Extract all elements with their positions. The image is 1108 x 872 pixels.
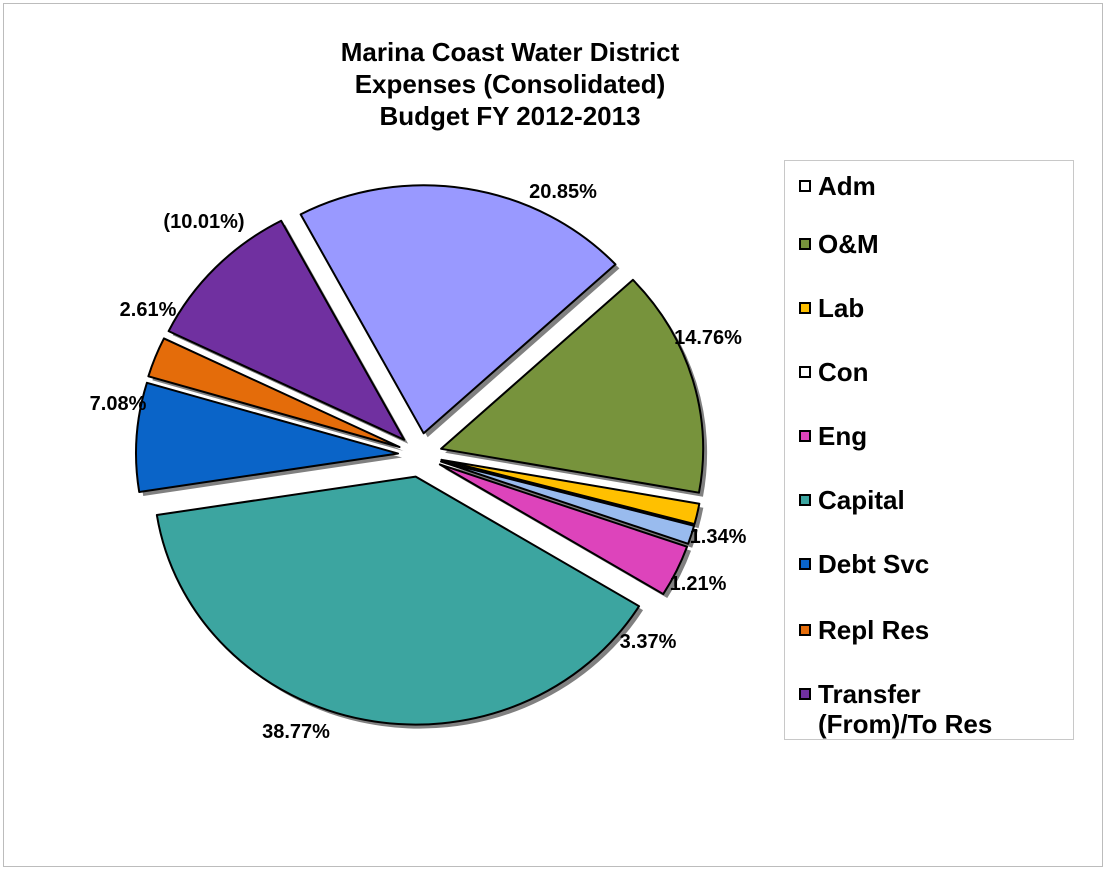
- legend-item-eng: Eng: [799, 421, 867, 451]
- legend-item-repl-res: Repl Res: [799, 615, 929, 645]
- legend-item-om: O&M: [799, 229, 879, 259]
- legend-swatch-repl-res: [799, 624, 811, 636]
- pie-slice-adm: [299, 184, 617, 435]
- pie-slice-o-m: [440, 278, 705, 494]
- legend-swatch-om: [799, 238, 811, 250]
- data-label-repl-res: 2.61%: [120, 299, 177, 321]
- legend-swatch-capital: [799, 494, 811, 506]
- pie-slice-repl-res: [147, 337, 401, 449]
- chart-title: Marina Coast Water District Expenses (Co…: [210, 36, 810, 132]
- legend-swatch-debt-svc: [799, 558, 811, 570]
- data-label-adm: 20.85%: [529, 181, 597, 203]
- legend-item-adm: Adm: [799, 171, 876, 201]
- pie-slice-debt-svc: [135, 381, 400, 493]
- legend-item-debt-svc: Debt Svc: [799, 549, 929, 579]
- data-label-lab: 1.34%: [690, 526, 747, 548]
- legend-label-debt-svc: Debt Svc: [818, 549, 930, 579]
- data-label-debt-svc: 7.08%: [90, 393, 147, 415]
- legend-item-con: Con: [799, 357, 869, 387]
- legend-item-capital: Capital: [799, 485, 905, 515]
- legend-swatch-con: [799, 366, 811, 378]
- legend-swatch-eng: [799, 430, 811, 442]
- chart-title-line-1: Marina Coast Water District: [340, 37, 680, 67]
- pie-slice-eng: [438, 463, 689, 596]
- legend-item-lab: Lab: [799, 293, 864, 323]
- legend-label-con: Con: [818, 357, 869, 387]
- legend-label-repl-res: Repl Res: [818, 615, 930, 645]
- legend-swatch-adm: [799, 180, 811, 192]
- legend-swatch-transfer: [799, 688, 811, 700]
- chart-title-line-3: Budget FY 2012-2013: [379, 101, 641, 131]
- legend-label-om: O&M: [818, 229, 879, 259]
- legend-label-transfer: Transfer (From)/To Res: [818, 679, 993, 739]
- legend: Adm O&M Lab Con Eng Capital Debt Svc Rep…: [784, 160, 1074, 740]
- legend-label-adm: Adm: [818, 171, 876, 201]
- legend-label-lab: Lab: [818, 293, 865, 323]
- legend-label-capital: Capital: [818, 485, 905, 515]
- chart-title-line-2: Expenses (Consolidated): [354, 69, 666, 99]
- legend-item-transfer: Transfer (From)/To Res: [799, 679, 1038, 739]
- pie-slice-transfer-from-to-res: [167, 219, 406, 441]
- legend-label-eng: Eng: [818, 421, 868, 451]
- data-label-con: 1.21%: [670, 573, 727, 595]
- data-label-o-m: 14.76%: [674, 327, 742, 349]
- data-label-capital: 38.77%: [262, 721, 330, 743]
- pie-slice-shadow: [445, 465, 699, 548]
- legend-swatch-lab: [799, 302, 811, 314]
- data-label-transfer-from-to-res: (10.01%): [163, 211, 244, 233]
- pie-slice-lab: [440, 458, 701, 526]
- pie-slice-capital: [155, 475, 641, 726]
- data-label-eng: 3.37%: [620, 631, 677, 653]
- pie-slice-con: [440, 460, 696, 545]
